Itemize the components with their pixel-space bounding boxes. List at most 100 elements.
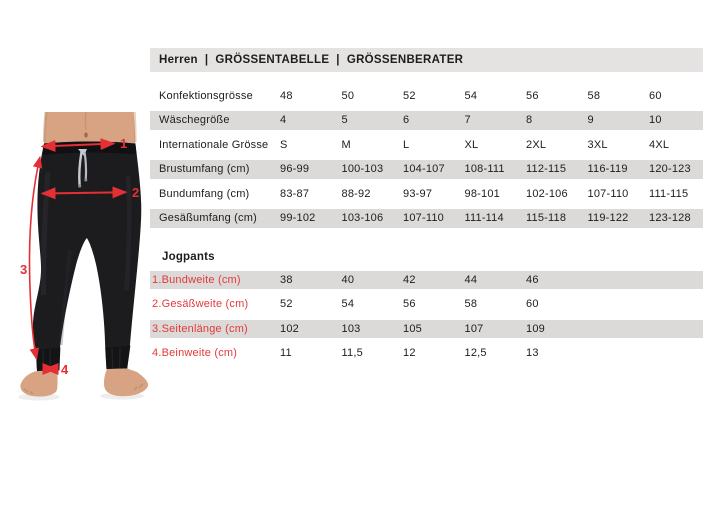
row-value: 104-107 (403, 163, 445, 176)
row-value: 120-123 (649, 163, 691, 176)
table-row: Gesäßumfang (cm) 99-102 103-106 107-110 111-… (150, 206, 703, 231)
table-row: 2.Gesäßweite (cm) 52 54 56 58 60 (150, 292, 703, 317)
row-value: 38 (280, 273, 293, 286)
row-value: 3XL (587, 138, 608, 151)
model-photo-figure: 1 2 3 4 (18, 111, 149, 401)
size-table: Konfektionsgrösse 48 50 52 54 56 58 60 Wäschegrö… (150, 84, 703, 231)
jogpants-section-title: Jogpants (162, 251, 215, 263)
row-value: 12 (403, 347, 416, 360)
row-value: 111-115 (649, 187, 689, 200)
row-label: Wäschegröße (159, 114, 230, 127)
row-value: 10 (649, 114, 662, 127)
row-value: 58 (587, 89, 601, 102)
row-value: 7 (464, 114, 471, 127)
header-segment-groessenberater: GRÖSSENBERATER (346, 54, 464, 66)
row-value: 107 (464, 322, 484, 335)
row-value: 116-119 (587, 163, 628, 176)
row-value: 109 (526, 322, 545, 335)
table-row: Wäschegröße 4 5 6 7 8 9 10 (150, 108, 703, 133)
row-value: 11,5 (341, 347, 363, 360)
row-value: 58 (464, 298, 478, 311)
row-value: 50 (341, 89, 355, 102)
row-value: XL (464, 138, 479, 151)
measurement-arrow-1 (40, 138, 116, 152)
row-label: Gesäßumfang (cm) (159, 212, 257, 225)
table-row: Internationale Grösse S M L XL 2XL 3XL 4XL (150, 133, 703, 158)
row-label: Internationale Grösse (159, 138, 269, 151)
row-value: 52 (280, 298, 293, 311)
row-value: L (403, 138, 410, 151)
row-label: 2.Gesäßweite (cm) (152, 298, 249, 311)
row-value: 4 (280, 114, 287, 127)
measurement-line-3 (28, 155, 43, 361)
row-value: S (280, 138, 288, 151)
row-value: 4XL (649, 138, 670, 151)
row-label: 4.Beinweite (cm) (152, 347, 238, 360)
row-value: 5 (341, 114, 348, 127)
row-value: 119-122 (587, 212, 629, 225)
row-value: 96-99 (280, 163, 310, 176)
section-header-bar: Herren | GRÖSSENTABELLE | GRÖSSENBERATER (150, 48, 703, 72)
row-label: Bundumfang (cm) (159, 187, 250, 200)
table-row: Brustumfang (cm) 96-99 100-103 104-107 108-1… (150, 157, 703, 182)
row-value: 112-115 (526, 163, 567, 176)
header-separator: | (336, 54, 340, 66)
row-value: 93-97 (403, 187, 433, 200)
row-label: Brustumfang (cm) (159, 163, 250, 176)
row-value: 105 (403, 322, 422, 335)
row-value: 56 (526, 89, 539, 102)
row-value: 52 (403, 89, 416, 102)
annotation-number-1: 1 (120, 136, 127, 151)
jogpants (32, 141, 142, 371)
table-row: 4.Beinweite (cm) 11 11,5 12 12,5 13 (150, 341, 703, 366)
navel (84, 132, 88, 138)
table-row: 1.Bundweite (cm) 38 40 42 44 46 (150, 267, 703, 292)
row-value: 8 (526, 114, 533, 127)
annotation-number-3: 3 (20, 262, 27, 277)
row-value: 98-101 (464, 187, 500, 200)
row-label: 1.Bundweite (cm) (152, 273, 241, 286)
annotation-number-4: 4 (61, 362, 69, 377)
right-cuff (105, 345, 131, 369)
header-segment-groessentabelle: GRÖSSENTABELLE (215, 54, 330, 66)
row-value: 6 (403, 114, 410, 127)
row-label: 3.Seitenlänge (cm) (152, 322, 248, 335)
header-segment-herren: Herren (159, 54, 198, 66)
row-value: 103-106 (341, 212, 384, 225)
row-label: Konfektionsgrösse (159, 89, 253, 102)
table-row: 3.Seitenlänge (cm) 102 103 105 107 109 (150, 316, 703, 341)
row-value: 12,5 (464, 347, 487, 360)
row-value: 13 (526, 347, 539, 360)
row-value: 11 (280, 347, 292, 360)
row-value: 88-92 (341, 187, 371, 200)
row-value: 107-110 (587, 187, 629, 200)
measurement-arrow-2 (40, 186, 128, 200)
row-value: 48 (280, 89, 293, 102)
row-value: 60 (526, 298, 539, 311)
torso (42, 111, 137, 144)
row-value: 56 (403, 298, 416, 311)
row-value: 46 (526, 273, 539, 286)
row-value: 102 (280, 322, 299, 335)
row-value: 107-110 (403, 212, 444, 225)
row-value: 83-87 (280, 187, 310, 200)
feet (20, 368, 149, 397)
row-value: M (341, 138, 351, 151)
left-cuff (35, 347, 61, 371)
row-value: 2XL (526, 138, 547, 151)
row-value: 9 (587, 114, 594, 127)
row-value: 123-128 (649, 212, 691, 225)
measurement-annotations (28, 138, 128, 375)
row-value: 54 (464, 89, 478, 102)
jogpants-table: 1.Bundweite (cm) 38 40 42 44 46 2.Gesäßweite (… (150, 267, 703, 366)
row-value: 102-106 (526, 187, 568, 200)
row-value: 108-111 (464, 163, 505, 176)
row-value: 40 (341, 273, 355, 286)
row-value: 103 (341, 322, 361, 335)
row-value: 115-118 (526, 212, 567, 225)
header-separator: | (204, 54, 209, 66)
row-value: 44 (464, 273, 478, 286)
row-value: 42 (403, 273, 416, 286)
annotation-number-2: 2 (132, 185, 139, 200)
